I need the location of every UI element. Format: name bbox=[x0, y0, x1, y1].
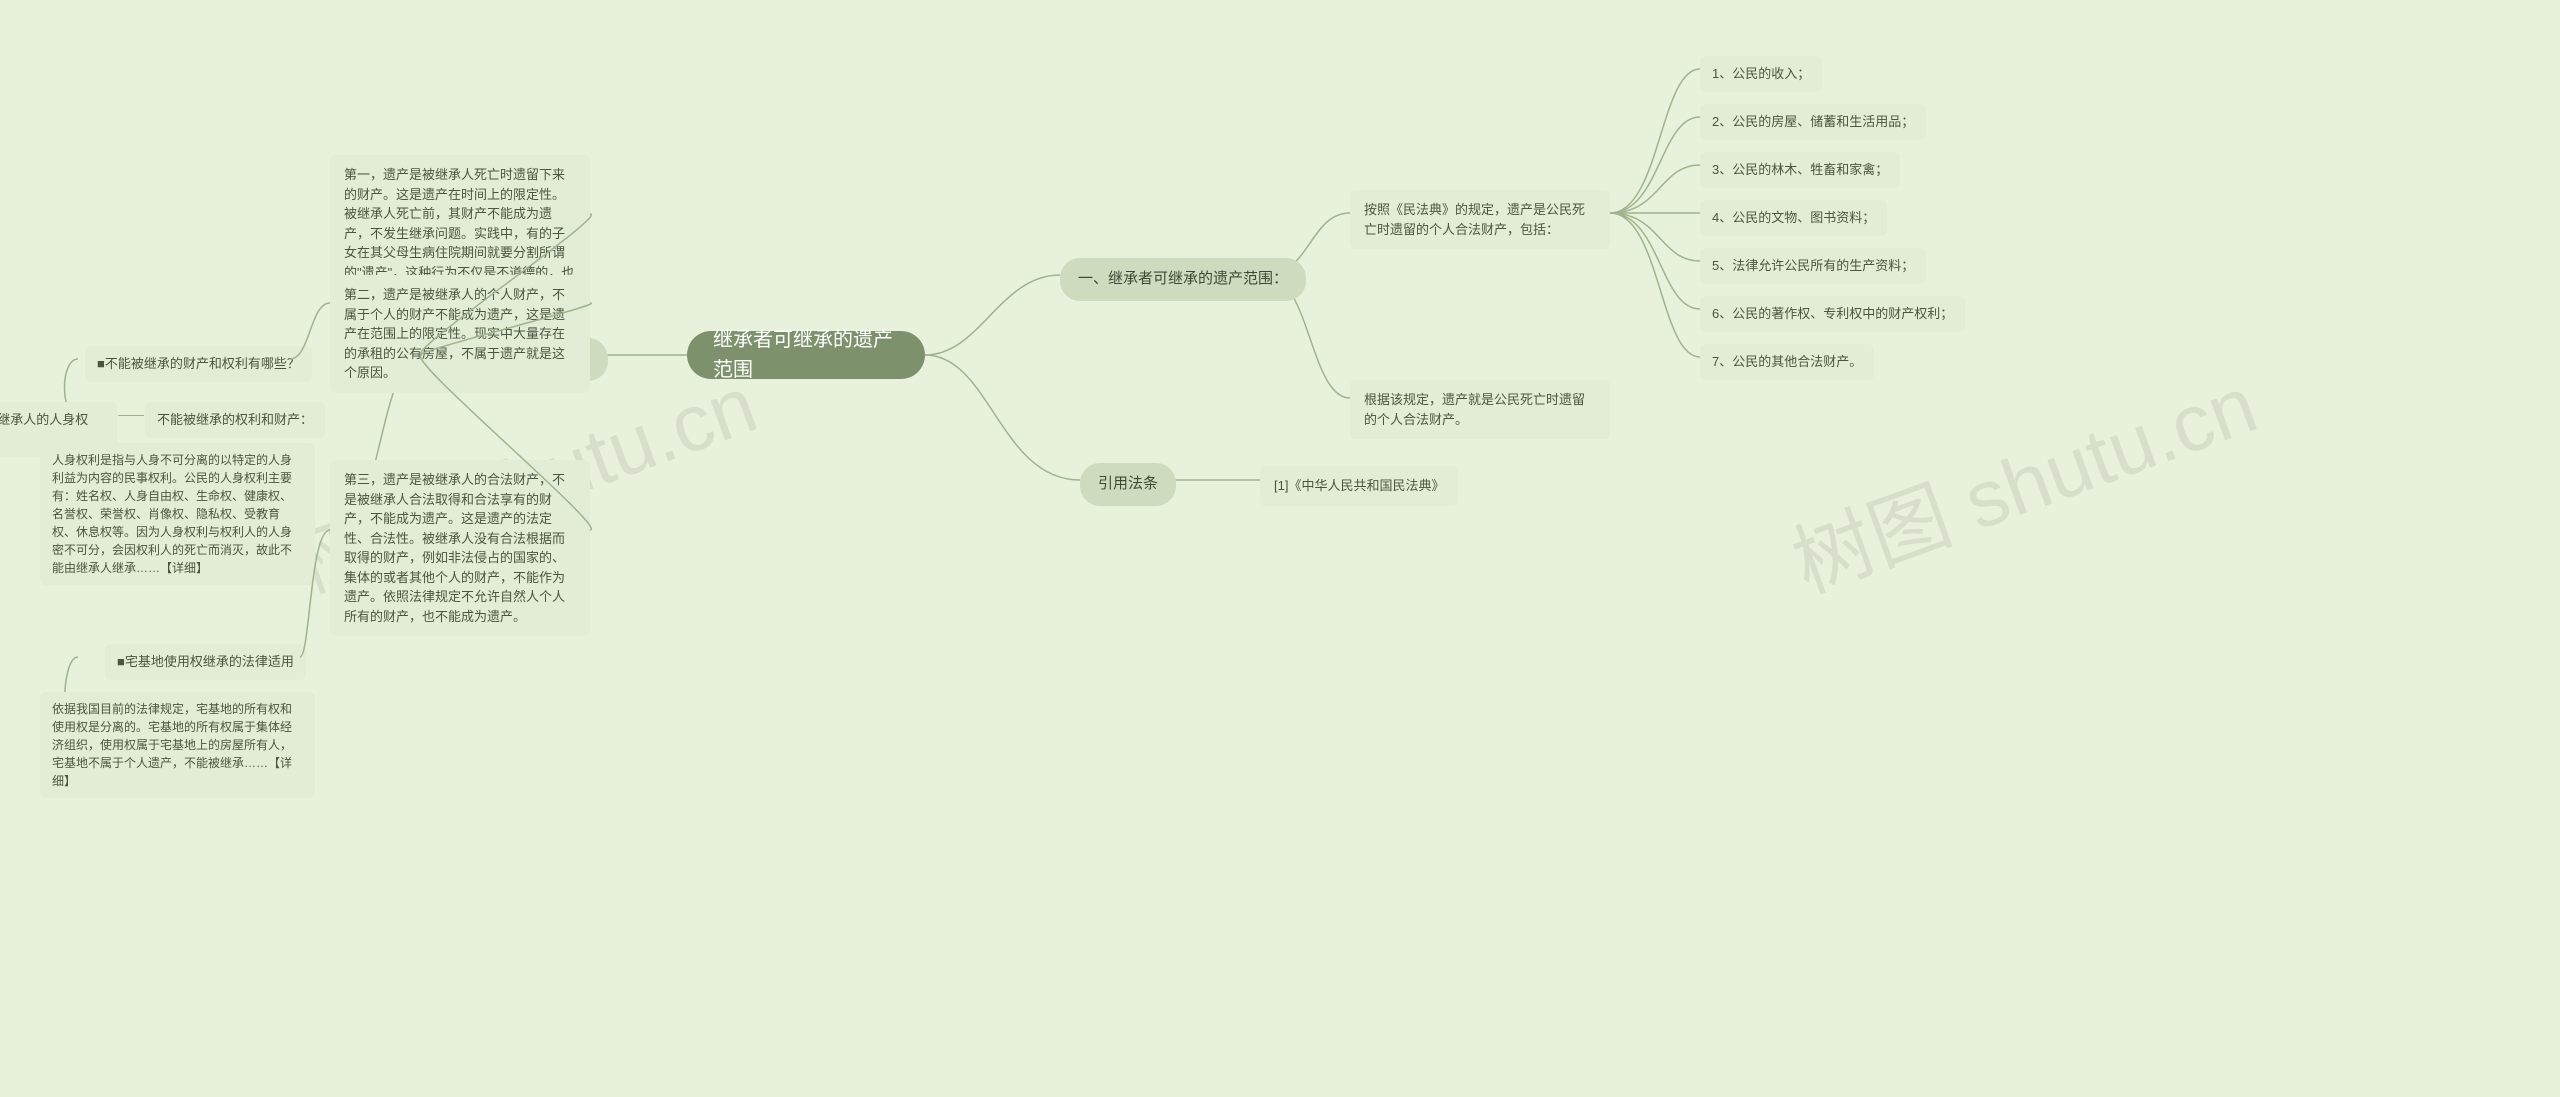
section1-node: 一、继承者可继承的遗产范围： bbox=[1060, 258, 1306, 301]
ref-item: [1]《中华人民共和国民法典》 bbox=[1260, 466, 1458, 506]
q2-text: 宅基地使用权继承的法律适用 bbox=[125, 652, 294, 672]
a1-label-box: 不能被继承的权利和财产： bbox=[145, 402, 325, 438]
root-node: 继承者可继承的遗产范围 bbox=[687, 331, 925, 379]
a1-detail-box: 人身权利是指与人身不可分离的以特定的人身利益为内容的民事权利。公民的人身权利主要… bbox=[40, 443, 315, 585]
ref-node: 引用法条 bbox=[1080, 463, 1176, 506]
watermark-right: 树图 shutu.cn bbox=[1775, 341, 2270, 616]
ref-item-text: [1]《中华人民共和国民法典》 bbox=[1274, 476, 1444, 496]
a2-detail-box: 依据我国目前的法律规定，宅基地的所有权和使用权是分离的。宅基地的所有权属于集体经… bbox=[40, 692, 315, 798]
section1-note: 根据该规定，遗产就是公民死亡时遗留的个人合法财产。 bbox=[1350, 380, 1610, 439]
p2-box: 第二，遗产是被继承人的个人财产，不属于个人的财产不能成为遗产，这是遗产在范围上的… bbox=[330, 275, 590, 393]
section1-item-7: 7、公民的其他合法财产。 bbox=[1700, 344, 1874, 380]
p3-box: 第三，遗产是被继承人的合法财产，不是被继承人合法取得和合法享有的财产，不能成为遗… bbox=[330, 460, 590, 636]
a2-detail-text: 依据我国目前的法律规定，宅基地的所有权和使用权是分离的。宅基地的所有权属于集体经… bbox=[52, 700, 303, 790]
section1-item-5: 5、法律允许公民所有的生产资料； bbox=[1700, 248, 1926, 284]
section1-label: 一、继承者可继承的遗产范围： bbox=[1078, 268, 1288, 291]
root-label: 继承者可继承的遗产范围 bbox=[713, 325, 899, 385]
a1-label-text: 不能被继承的权利和财产： bbox=[157, 410, 313, 430]
p2-text: 第二，遗产是被继承人的个人财产，不属于个人的财产不能成为遗产，这是遗产在范围上的… bbox=[344, 285, 576, 383]
a1-connector bbox=[118, 415, 144, 416]
section1-item-6: 6、公民的著作权、专利权中的财产权利； bbox=[1700, 296, 1965, 332]
section1-item-4: 4、公民的文物、图书资料； bbox=[1700, 200, 1887, 236]
p3-text: 第三，遗产是被继承人的合法财产，不是被继承人合法取得和合法享有的财产，不能成为遗… bbox=[344, 470, 576, 626]
a1-detail-text: 人身权利是指与人身不可分离的以特定的人身利益为内容的民事权利。公民的人身权利主要… bbox=[52, 451, 303, 577]
ref-label: 引用法条 bbox=[1098, 473, 1158, 496]
section1-intro-text: 按照《民法典》的规定，遗产是公民死亡时遗留的个人合法财产，包括： bbox=[1364, 200, 1596, 239]
q2-box: 宅基地使用权继承的法律适用 bbox=[105, 644, 306, 680]
section1-item-2: 2、公民的房屋、储蓄和生活用品； bbox=[1700, 104, 1926, 140]
section1-intro: 按照《民法典》的规定，遗产是公民死亡时遗留的个人合法财产，包括： bbox=[1350, 190, 1610, 249]
q1-text: 不能被继承的财产和权利有哪些？ bbox=[105, 354, 300, 374]
q1-box: 不能被继承的财产和权利有哪些？ bbox=[85, 346, 312, 382]
section1-item-3: 3、公民的林木、牲畜和家禽； bbox=[1700, 152, 1900, 188]
section1-note-text: 根据该规定，遗产就是公民死亡时遗留的个人合法财产。 bbox=[1364, 390, 1596, 429]
section1-item-1: 1、公民的收入； bbox=[1700, 56, 1822, 92]
